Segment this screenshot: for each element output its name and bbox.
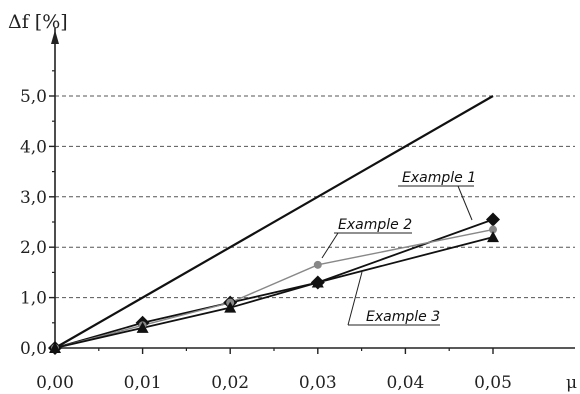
callout-leader-example-1 [457,185,473,221]
point-example-2 [313,260,322,269]
callout-leader-example-3 [347,271,363,326]
y-axis-label: Δf [%] [8,11,68,33]
point-example-3 [224,301,237,313]
callout-example-1: Example 1 [402,170,476,186]
point-example-3 [311,276,324,288]
point-example-3 [49,342,61,353]
x-tick-label: 0,03 [299,373,337,393]
axes [51,28,575,349]
x-tick-label: 0,00 [36,373,74,393]
point-example-1 [486,212,500,227]
y-tick-label: 3,0 [20,188,47,208]
x-tick-label: 0,02 [211,373,249,393]
series-group [48,212,500,355]
point-example-3 [136,321,149,333]
callout-example-3: Example 3 [366,309,440,325]
y-tick-label: 0,0 [20,339,47,359]
y-ticks: 0,0 1,0 2,0 3,0 4,0 5,0 [20,70,55,359]
reference-line-path [54,95,494,349]
callout-example-2: Example 2 [338,217,412,233]
callout-leader-example-2 [321,232,339,259]
callouts: Example 1 Example 2 Example 3 [321,170,476,326]
y-tick-label: 2,0 [20,238,47,258]
y-tick-label: 4,0 [20,137,47,157]
y-axis-arrow [51,30,59,44]
x-tick-label: 0,05 [474,373,512,393]
x-tick-label: 0,01 [124,373,162,393]
point-example-2 [489,225,497,234]
y-tick-label: 5,0 [20,87,47,107]
y-tick-label: 1,0 [20,289,47,309]
x-ticks: 0,00 0,01 0,02 0,03 0,04 0,05 [36,348,512,393]
x-axis-label: μ [566,373,577,393]
reference-line [54,95,494,349]
point-example-3 [487,231,499,243]
x-tick-label: 0,04 [386,373,424,393]
